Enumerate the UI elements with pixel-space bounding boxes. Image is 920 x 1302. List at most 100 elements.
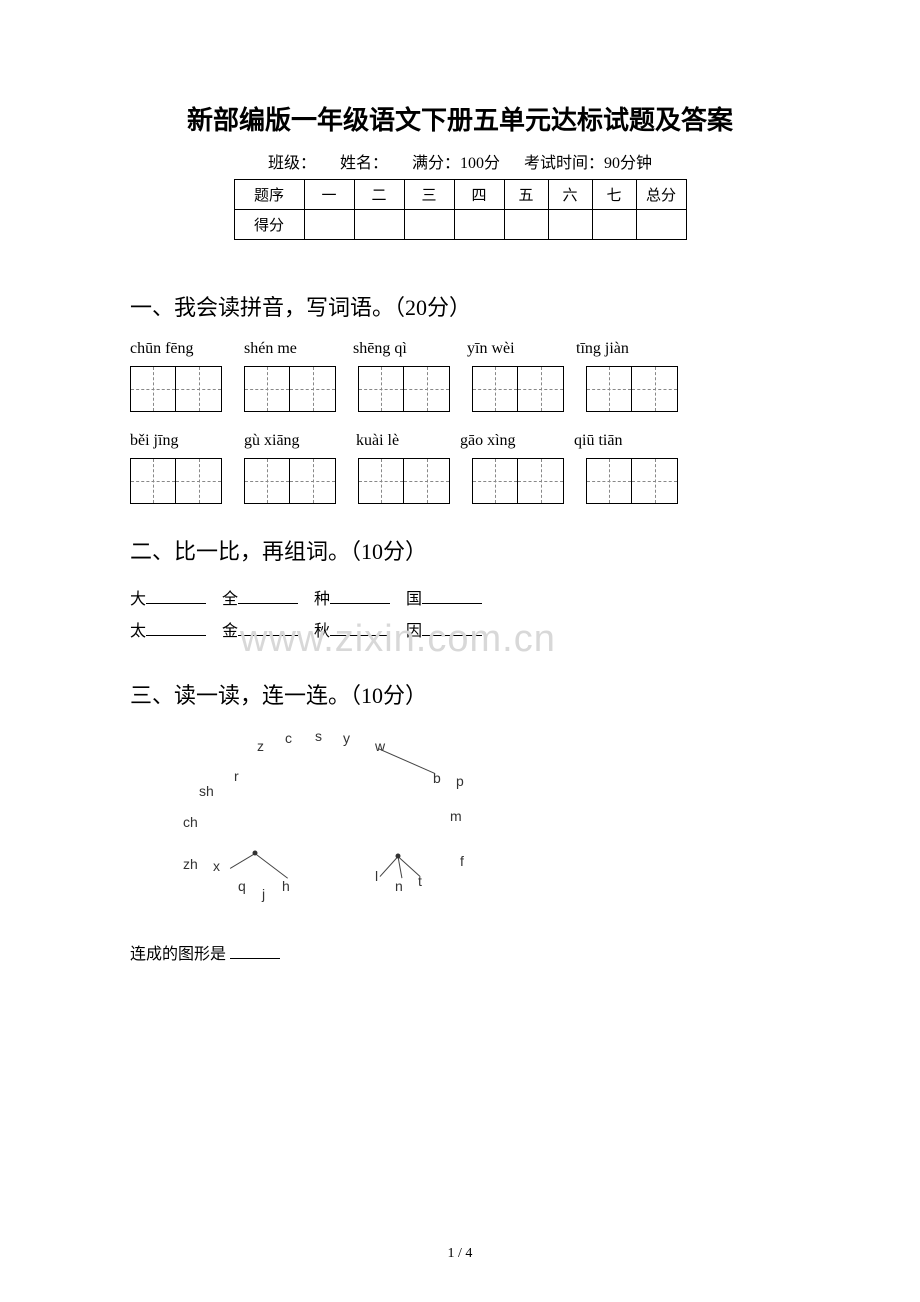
- diagram-label: ch: [183, 814, 198, 830]
- table-cell: [504, 210, 548, 240]
- char-box: [358, 366, 404, 412]
- table-row: 题序 一 二 三 四 五 六 七 总分: [234, 180, 686, 210]
- diagram-label: f: [460, 853, 464, 869]
- diagram-label: n: [395, 878, 403, 894]
- answer-label: 连成的图形是: [130, 946, 226, 963]
- pinyin-row-2: běi jīng gù xiāng kuài lè gāo xìng qiū t…: [130, 432, 790, 450]
- char-box-group: [358, 458, 450, 504]
- char-box: [518, 366, 564, 412]
- pinyin: kuài lè: [356, 432, 456, 450]
- diagram-dot: [396, 854, 401, 859]
- diagram-label: x: [213, 858, 220, 874]
- box-row-1: [130, 366, 790, 412]
- char-box-group: [358, 366, 450, 412]
- compare-blank: [422, 635, 482, 636]
- char-box: [472, 366, 518, 412]
- compare-line: 太金秋因: [130, 616, 790, 648]
- section3-heading: 三、读一读，连一连。（10分）: [130, 678, 790, 710]
- pinyin: chūn fēng: [130, 340, 240, 358]
- compare-char: 秋: [314, 623, 330, 640]
- char-box-group: [244, 366, 336, 412]
- compare-char: 太: [130, 623, 146, 640]
- compare-blank: [146, 603, 206, 604]
- diagram-line: [378, 748, 435, 774]
- diagram-label: m: [450, 808, 462, 824]
- table-cell: [304, 210, 354, 240]
- char-box: [586, 458, 632, 504]
- time-label: 考试时间：90分钟: [524, 155, 652, 172]
- compare-blank: [146, 635, 206, 636]
- char-box: [586, 366, 632, 412]
- diagram-label: zh: [183, 856, 198, 872]
- compare-char: 全: [222, 591, 238, 608]
- diagram-label: q: [238, 878, 246, 894]
- diagram-label: j: [262, 886, 265, 902]
- name-label: 姓名：: [340, 155, 388, 172]
- compare-char: 国: [406, 591, 422, 608]
- table-cell: 五: [504, 180, 548, 210]
- answer-line: 连成的图形是: [130, 940, 790, 964]
- diagram-label: z: [257, 738, 264, 754]
- table-cell: [404, 210, 454, 240]
- table-cell: 二: [354, 180, 404, 210]
- char-box-group: [586, 458, 678, 504]
- char-box-group: [472, 366, 564, 412]
- char-box: [632, 458, 678, 504]
- pinyin: qiū tiān: [574, 432, 679, 450]
- table-cell: [548, 210, 592, 240]
- table-cell: [354, 210, 404, 240]
- compare-line: 大全种国: [130, 584, 790, 616]
- diagram-line: [230, 853, 256, 869]
- table-cell: [454, 210, 504, 240]
- compare-blank: [422, 603, 482, 604]
- char-box-group: [130, 458, 222, 504]
- table-cell: 六: [548, 180, 592, 210]
- class-label: 班级：: [268, 155, 316, 172]
- score-table: 题序 一 二 三 四 五 六 七 总分 得分: [234, 179, 687, 240]
- connect-diagram: zcsyrshchzhxqjhwbpmflnt: [150, 728, 630, 928]
- section2-heading: 二、比一比，再组词。（10分）: [130, 534, 790, 566]
- table-cell: [636, 210, 686, 240]
- pinyin: shēng qì: [353, 340, 463, 358]
- pinyin-row-1: chūn fēng shén me shēng qì yīn wèi tīng …: [130, 340, 790, 358]
- compare-char: 金: [222, 623, 238, 640]
- compare-blank: [330, 635, 390, 636]
- pinyin: shén me: [244, 340, 349, 358]
- page-title: 新部编版一年级语文下册五单元达标试题及答案: [130, 100, 790, 137]
- char-box-group: [130, 366, 222, 412]
- compare-char: 因: [406, 623, 422, 640]
- diagram-line: [255, 853, 289, 879]
- row-label: 题序: [234, 180, 304, 210]
- diagram-line: [380, 856, 399, 877]
- section1-heading: 一、我会读拼音，写词语。（20分）: [130, 290, 790, 322]
- row-label: 得分: [234, 210, 304, 240]
- char-box: [358, 458, 404, 504]
- char-box: [176, 458, 222, 504]
- table-cell: 总分: [636, 180, 686, 210]
- char-box: [176, 366, 222, 412]
- char-box-group: [472, 458, 564, 504]
- char-box: [244, 458, 290, 504]
- diagram-label: p: [456, 773, 464, 789]
- compare-rows: 大全种国太 金 秋 因: [130, 584, 790, 648]
- diagram-label: y: [343, 730, 350, 746]
- pinyin: tīng jiàn: [576, 340, 681, 358]
- char-box: [518, 458, 564, 504]
- char-box-group: [244, 458, 336, 504]
- table-cell: 四: [454, 180, 504, 210]
- table-row: 得分: [234, 210, 686, 240]
- char-box: [404, 458, 450, 504]
- diagram-label: s: [315, 728, 322, 744]
- pinyin: yīn wèi: [467, 340, 572, 358]
- box-row-2: [130, 458, 790, 504]
- fullscore-label: 满分：100分: [412, 155, 500, 172]
- compare-blank: [238, 603, 298, 604]
- info-line: 班级： 姓名： 满分：100分 考试时间：90分钟: [130, 149, 790, 173]
- diagram-label: r: [234, 768, 239, 784]
- page-number: 1 / 4: [0, 1246, 920, 1262]
- char-box: [244, 366, 290, 412]
- char-box: [632, 366, 678, 412]
- char-box: [472, 458, 518, 504]
- table-cell: 一: [304, 180, 354, 210]
- diagram-label: l: [375, 868, 378, 884]
